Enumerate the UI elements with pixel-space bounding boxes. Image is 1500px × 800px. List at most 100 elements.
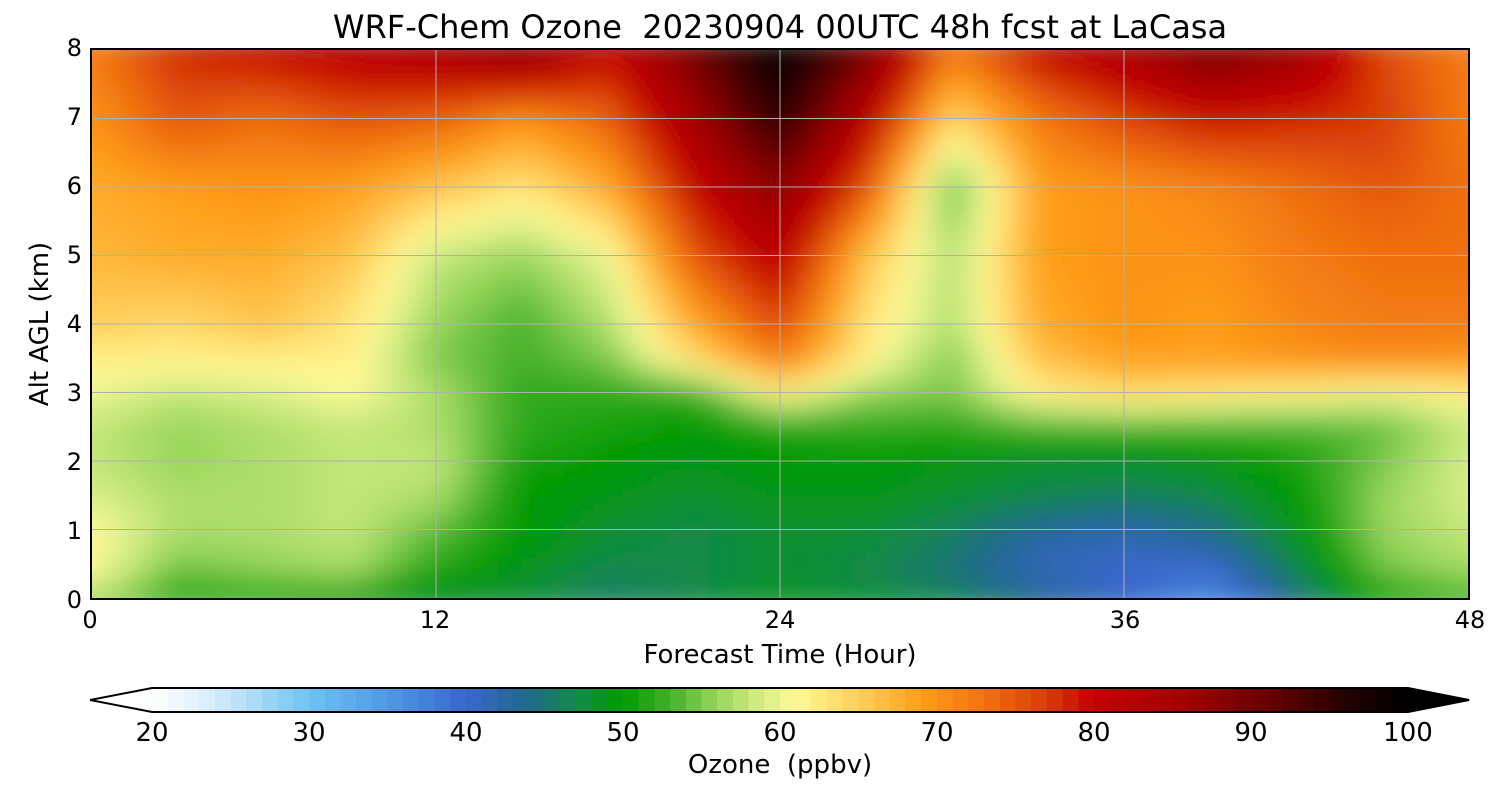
heatmap-cell (1095, 351, 1111, 360)
heatmap-cell (966, 303, 982, 312)
heatmap-cell (235, 276, 251, 284)
heatmap-cell (407, 269, 423, 278)
heatmap-cell (120, 344, 136, 353)
heatmap-cell (522, 556, 538, 565)
heatmap-cell (880, 556, 896, 565)
heatmap-cell (536, 358, 552, 367)
heatmap-cell (335, 550, 351, 558)
heatmap-cell (264, 467, 280, 476)
heatmap-cell (1095, 371, 1111, 380)
heatmap-cell (92, 488, 108, 497)
heatmap-cell (1238, 584, 1254, 593)
heatmap-cell (378, 433, 394, 442)
heatmap-cell (378, 543, 394, 552)
heatmap-cell (450, 447, 466, 456)
heatmap-cell (737, 351, 753, 360)
heatmap-cell (1267, 371, 1283, 380)
heatmap-cell (1410, 317, 1426, 325)
heatmap-cell (436, 289, 452, 298)
heatmap-cell (1081, 282, 1097, 291)
heatmap-cell (937, 296, 953, 305)
heatmap-cell (1038, 577, 1054, 586)
heatmap-cell (665, 563, 681, 572)
heatmap-cell (307, 502, 323, 510)
heatmap-cell (1238, 289, 1254, 298)
heatmap-cell (1324, 543, 1340, 552)
heatmap-cell (221, 392, 237, 401)
heatmap-cell (1095, 474, 1111, 483)
heatmap-cell (765, 447, 781, 456)
heatmap-cell (1224, 591, 1240, 598)
heatmap-cell (608, 351, 624, 360)
heatmap-cell (593, 529, 609, 538)
heatmap-cell (364, 351, 380, 360)
heatmap-cell (1181, 550, 1197, 558)
heatmap-cell (106, 467, 122, 476)
heatmap-cell (450, 358, 466, 367)
heatmap-cell (579, 481, 595, 490)
heatmap-cell (1238, 570, 1254, 579)
heatmap-cell (880, 515, 896, 524)
heatmap-cell (837, 515, 853, 524)
heatmap-cell (249, 296, 265, 305)
heatmap-cell (579, 570, 595, 579)
heatmap-cell (722, 502, 738, 510)
heatmap-cell (292, 371, 308, 380)
heatmap-cell (665, 522, 681, 531)
heatmap-cell (636, 467, 652, 476)
heatmap-cell (1453, 495, 1468, 504)
heatmap-cell (1439, 591, 1455, 598)
heatmap-cell (751, 419, 767, 428)
heatmap-cell (923, 563, 939, 572)
heatmap-cell (1167, 399, 1183, 408)
heatmap-cell (135, 276, 151, 284)
heatmap-cell (1009, 406, 1025, 415)
heatmap-cell (1367, 269, 1383, 278)
heatmap-cell (665, 371, 681, 380)
heatmap-cell (536, 577, 552, 586)
heatmap-cell (565, 378, 581, 387)
heatmap-cell (565, 467, 581, 476)
heatmap-cell (1095, 584, 1111, 593)
heatmap-cell (1181, 536, 1197, 545)
heatmap-cell (608, 344, 624, 353)
heatmap-cell (1195, 426, 1211, 435)
heatmap-cell (694, 413, 710, 421)
heatmap-cell (1181, 433, 1197, 442)
heatmap-cell (679, 358, 695, 367)
heatmap-cell (421, 419, 437, 428)
heatmap-cell (737, 454, 753, 462)
heatmap-cell (163, 556, 179, 565)
heatmap-cell (1367, 577, 1383, 586)
heatmap-cell (1238, 556, 1254, 565)
heatmap-cell (880, 488, 896, 497)
heatmap-cell (622, 440, 638, 449)
heatmap-cell (1224, 543, 1240, 552)
heatmap-cell (866, 269, 882, 278)
heatmap-cell (593, 440, 609, 449)
heatmap-cell (1095, 461, 1111, 469)
heatmap-cell (1066, 385, 1082, 394)
heatmap-cell (794, 454, 810, 462)
heatmap-cell (321, 365, 337, 373)
heatmap-cell (1167, 358, 1183, 367)
heatmap-cell (1453, 522, 1468, 531)
heatmap-cell (1353, 371, 1369, 380)
heatmap-cell (1453, 303, 1468, 312)
heatmap-cell (737, 556, 753, 565)
heatmap-cell (909, 310, 925, 319)
heatmap-cell (1410, 556, 1426, 565)
heatmap-cell (1367, 433, 1383, 442)
heatmap-cell (1367, 358, 1383, 367)
heatmap-cell (292, 563, 308, 572)
heatmap-cell (1181, 502, 1197, 510)
heatmap-cell (1038, 474, 1054, 483)
heatmap-cell (1224, 433, 1240, 442)
heatmap-cell (120, 543, 136, 552)
heatmap-cell (593, 276, 609, 284)
heatmap-cell (651, 344, 667, 353)
heatmap-cell (579, 385, 595, 394)
heatmap-cell (593, 413, 609, 421)
heatmap-cell (522, 508, 538, 517)
heatmap-cell (765, 413, 781, 421)
